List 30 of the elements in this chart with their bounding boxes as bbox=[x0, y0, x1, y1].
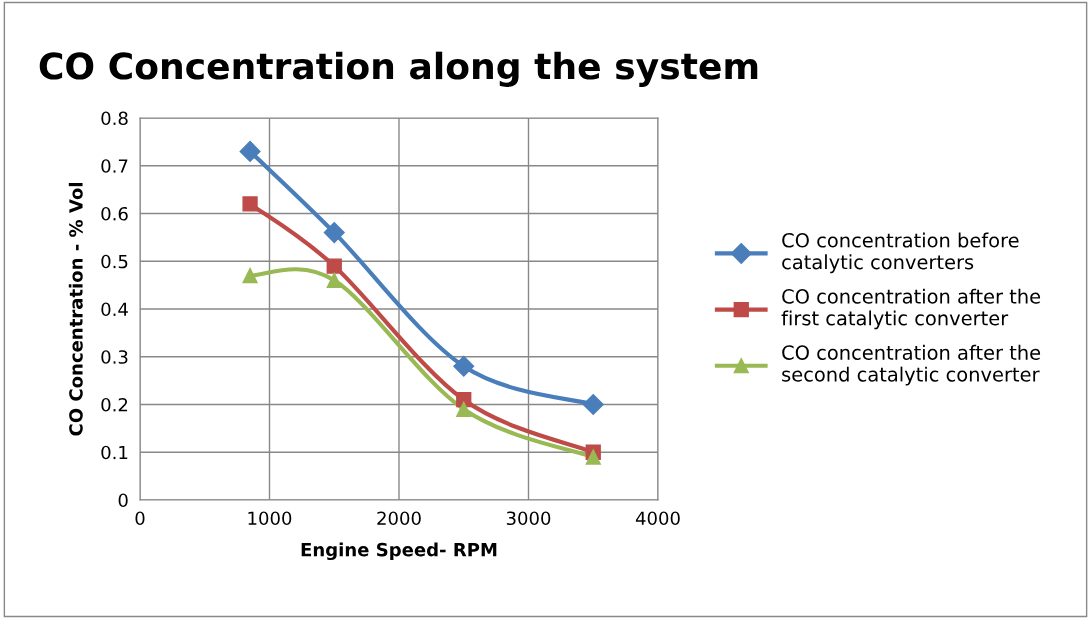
legend-label: CO concentration before catalytic converters bbox=[782, 232, 1019, 274]
legend-label: CO concentration after the second catalytic converter bbox=[782, 344, 1041, 386]
y-axis-title: CO Concentration - % Vol bbox=[68, 183, 83, 436]
point bbox=[582, 393, 604, 416]
y-tick-label: 0.6 bbox=[101, 206, 128, 221]
y-tick-label: 0.7 bbox=[101, 159, 128, 173]
y-tick-label: 0.3 bbox=[101, 350, 128, 364]
y-tick-label: 0.2 bbox=[101, 397, 128, 412]
point bbox=[585, 449, 601, 465]
y-tick-label: 0.1 bbox=[101, 445, 128, 460]
x-tick-label: 2000 bbox=[377, 511, 421, 526]
x-tick-label: 1000 bbox=[248, 511, 292, 526]
point bbox=[326, 258, 342, 274]
point bbox=[326, 272, 342, 288]
point bbox=[242, 267, 258, 284]
legend-label: CO concentration after the first catalytic converter bbox=[781, 288, 1041, 330]
y-tick-label: 0 bbox=[118, 493, 128, 508]
y-tick-label: 0.4 bbox=[101, 302, 128, 317]
point bbox=[456, 401, 472, 417]
point bbox=[453, 355, 475, 377]
y-tick-label: 0.8 bbox=[101, 111, 128, 126]
x-tick-label: 3000 bbox=[506, 511, 551, 526]
y-tick-label: 0.5 bbox=[101, 254, 128, 269]
x-tick-label: 0 bbox=[135, 511, 145, 526]
point bbox=[242, 196, 258, 212]
x-tick-label: 4000 bbox=[635, 511, 680, 526]
point bbox=[239, 140, 261, 162]
chart-title: CO Concentration along the system bbox=[39, 51, 758, 87]
x-axis-title: Engine Speed- RPM bbox=[301, 542, 497, 561]
point bbox=[323, 222, 345, 244]
